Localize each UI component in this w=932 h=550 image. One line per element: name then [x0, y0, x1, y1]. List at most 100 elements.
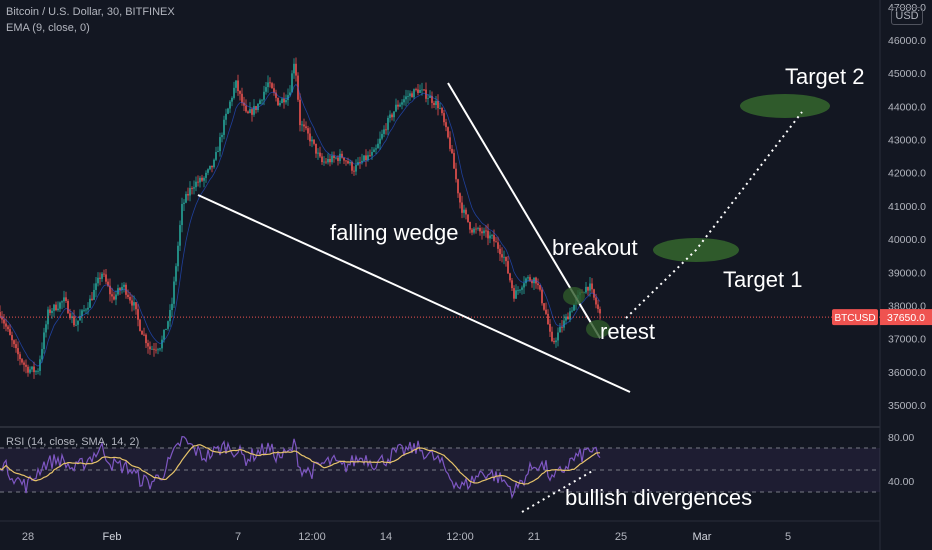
candle-body — [89, 298, 91, 308]
candle-body — [195, 181, 197, 188]
candle-body — [51, 310, 53, 313]
candle-body — [387, 117, 389, 130]
candle-body — [541, 289, 543, 304]
candle-body — [311, 139, 313, 142]
time-tick-label: 28 — [22, 531, 34, 543]
candle-body — [75, 324, 77, 326]
candle-body — [17, 348, 19, 355]
candle-body — [135, 302, 137, 310]
candle-body — [423, 89, 425, 91]
symbol-tag-label: BTCUSD — [834, 313, 875, 324]
candle-body — [227, 108, 229, 114]
ema-legend[interactable]: EMA (9, close, 0) — [6, 22, 90, 34]
candle-body — [289, 92, 291, 96]
candle-body — [259, 100, 261, 104]
candle-body — [537, 283, 539, 286]
candle-body — [25, 364, 27, 367]
candle-body — [571, 310, 573, 312]
candle-body — [457, 179, 459, 194]
time-tick-label: 12:00 — [446, 531, 474, 543]
candle-body — [95, 283, 97, 290]
candle-body — [27, 366, 29, 373]
candle-body — [35, 371, 37, 373]
candle-body — [393, 111, 395, 118]
falling-wedge-label: falling wedge — [330, 220, 458, 245]
candle-body — [463, 209, 465, 213]
candle-body — [267, 82, 269, 88]
candle-body — [45, 324, 47, 333]
candle-body — [205, 172, 207, 178]
candle-body — [231, 97, 233, 102]
rsi-legend[interactable]: RSI (14, close, SMA, 14, 2) — [6, 436, 140, 448]
price-tick-label: 45000.0 — [888, 68, 926, 80]
candle-body — [483, 230, 485, 234]
candle-body — [161, 339, 163, 349]
candle-body — [81, 310, 83, 316]
candle-body — [133, 302, 135, 306]
candle-body — [399, 104, 401, 107]
candle-body — [279, 102, 281, 106]
candle-body — [447, 127, 449, 138]
candle-body — [239, 91, 241, 94]
candle-body — [465, 209, 467, 215]
candle-body — [469, 221, 471, 230]
candle-body — [219, 137, 221, 152]
candle-body — [33, 366, 35, 373]
time-tick-label: 25 — [615, 531, 627, 543]
candle-body — [397, 104, 399, 107]
price-tick-label: 40000.0 — [888, 234, 926, 246]
candle-body — [587, 286, 589, 291]
candle-body — [191, 188, 193, 189]
time-tick-label: Mar — [693, 531, 712, 543]
candle-body — [411, 93, 413, 98]
price-tick-label: 39000.0 — [888, 267, 926, 279]
candle-body — [477, 228, 479, 229]
candle-body — [329, 158, 331, 163]
candle-body — [59, 302, 61, 309]
candle-body — [493, 235, 495, 242]
candle-body — [299, 99, 301, 126]
rsi-line — [0, 435, 601, 500]
candle-body — [409, 93, 411, 97]
symbol-legend[interactable]: Bitcoin / U.S. Dollar, 30, BITFINEX — [6, 6, 175, 18]
candle-body — [165, 328, 167, 330]
candle-body — [13, 340, 15, 345]
candle-body — [31, 366, 33, 370]
price-tick-label: 44000.0 — [888, 101, 926, 113]
candle-body — [363, 155, 365, 161]
candle-body — [535, 277, 537, 284]
candle-body — [331, 155, 333, 163]
candle-body — [495, 241, 497, 243]
candle-body — [187, 194, 189, 196]
candle-body — [255, 106, 257, 111]
candle-body — [559, 326, 561, 333]
candle-body — [317, 152, 319, 154]
candle-body — [565, 316, 567, 321]
candle-body — [91, 298, 93, 300]
price-tag-label: 37650.0 — [887, 312, 925, 324]
candle-body — [145, 334, 147, 344]
candle-body — [551, 331, 553, 342]
candle-body — [213, 159, 215, 168]
candle-body — [351, 162, 353, 171]
candle-body — [101, 273, 103, 279]
candle-body — [65, 297, 67, 301]
candle-body — [79, 315, 81, 321]
currency-badge[interactable]: USD — [891, 7, 923, 25]
candle-body — [445, 122, 447, 128]
candle-body — [521, 287, 523, 290]
candle-body — [189, 188, 191, 196]
candle-body — [53, 304, 55, 311]
candle-body — [151, 348, 153, 350]
candle-body — [475, 228, 477, 230]
candle-body — [345, 160, 347, 162]
candle-body — [163, 329, 165, 340]
candle-body — [307, 128, 309, 134]
candle-body — [1, 316, 3, 320]
candle-body — [403, 99, 405, 103]
candle-body — [153, 348, 155, 350]
candle-body — [359, 162, 361, 163]
candle-body — [193, 187, 195, 189]
